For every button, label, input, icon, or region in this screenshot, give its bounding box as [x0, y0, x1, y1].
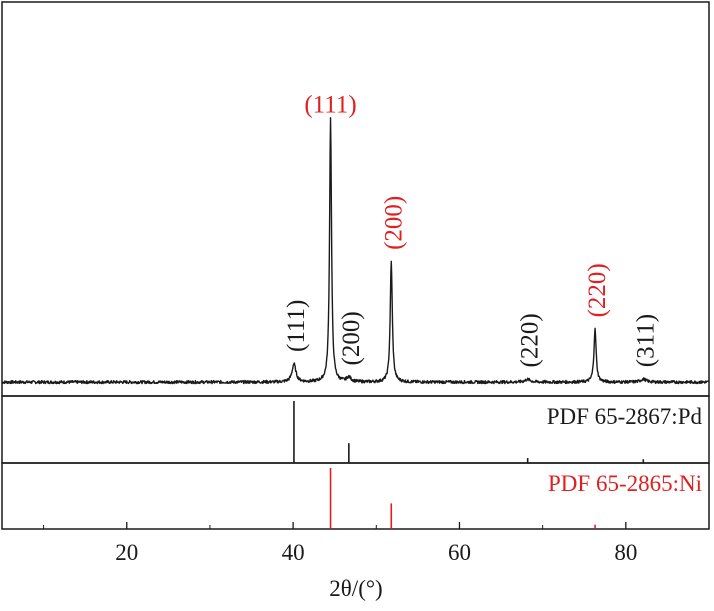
peak-label: (111): [283, 300, 310, 352]
x-tick-label: 40: [282, 540, 305, 565]
x-tick-label: 60: [448, 540, 471, 565]
reference-panel-frame: [1, 462, 710, 530]
xrd-pattern-line: [1, 117, 710, 385]
x-tick-label: 20: [115, 540, 138, 565]
peak-label: (220): [517, 313, 544, 367]
peak-label: (200): [380, 196, 407, 250]
main-panel: (111) (111) (200) (200) (220) (220) (311): [1, 1, 710, 397]
x-tick-label: 80: [614, 540, 637, 565]
reference-label: PDF 65-2867:Pd: [547, 404, 703, 429]
peak-label: (220): [584, 263, 611, 317]
x-axis: 20 40 60 80: [43, 522, 710, 565]
peak-annotations: (111) (111) (200) (200) (220) (220) (311): [283, 92, 659, 368]
reference-panels: PDF 65-2867:Pd PDF 65-2865:Ni: [1, 395, 710, 530]
x-axis-label: 2θ/(°): [329, 576, 382, 601]
reference-label: PDF 65-2865:Ni: [548, 471, 702, 496]
peak-label: (111): [304, 92, 356, 119]
peak-label: (311): [632, 314, 659, 367]
peak-label: (200): [338, 311, 365, 365]
